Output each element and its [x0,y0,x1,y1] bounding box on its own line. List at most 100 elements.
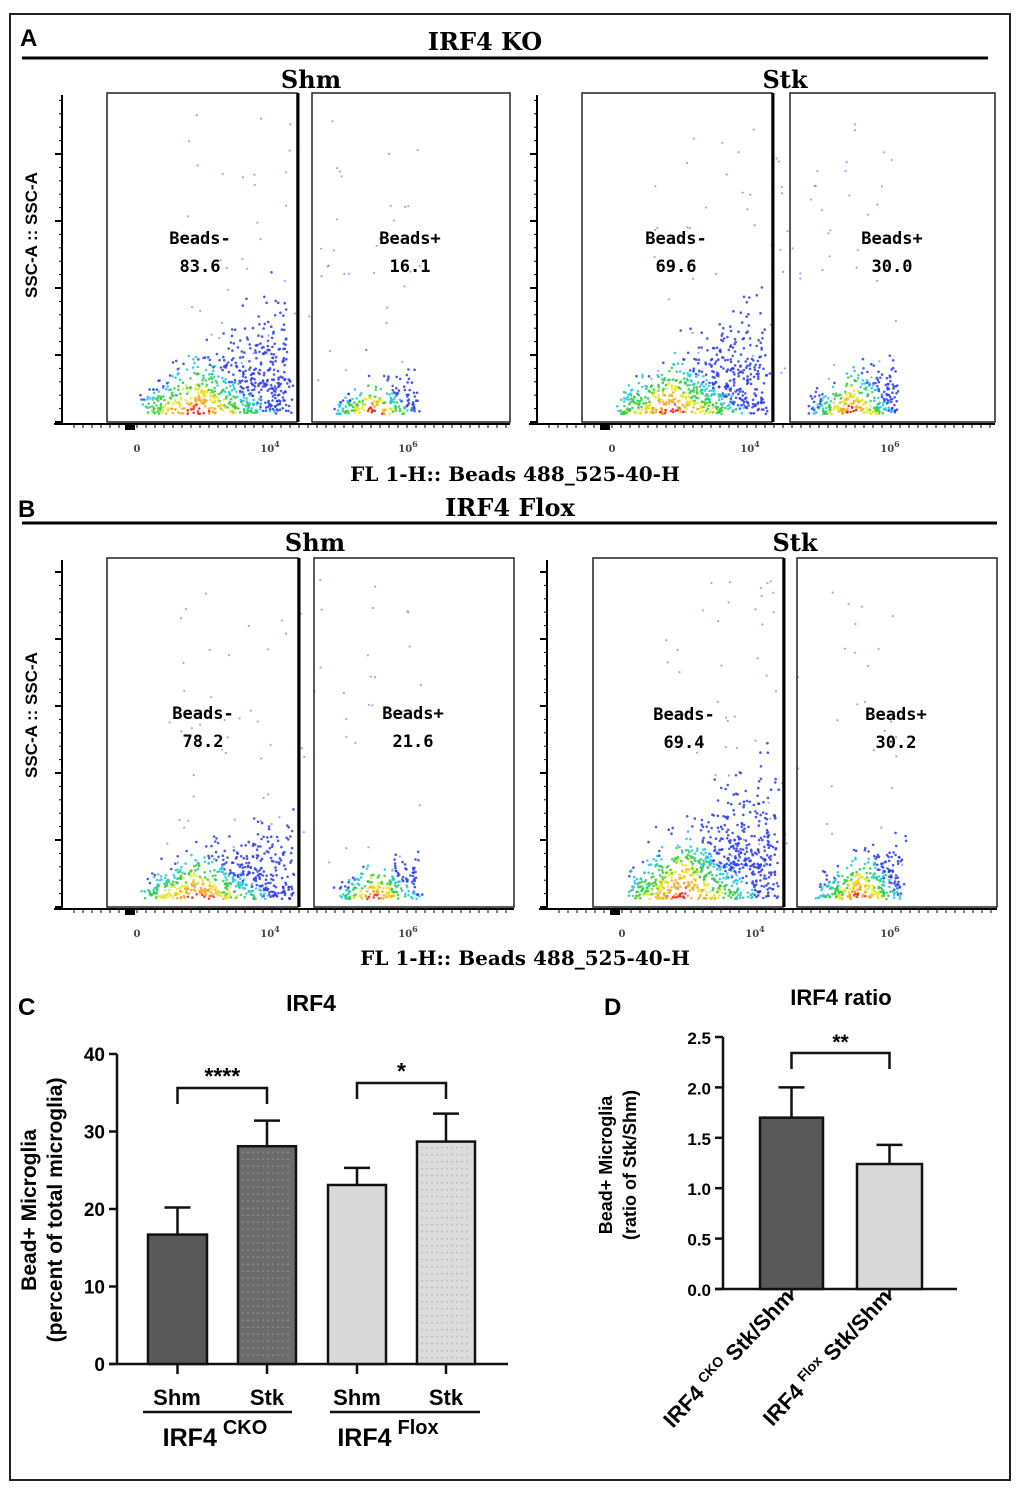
event-dot [820,404,824,407]
event-dot [837,881,840,884]
event-dot [317,379,320,382]
event-dot [742,295,746,299]
event-dot [215,858,218,862]
event-dot [211,874,215,878]
event-dot [748,800,751,804]
event-dot [682,391,685,395]
event-dot [353,388,357,391]
event-dot [841,874,844,878]
event-dot [241,365,245,368]
event-dot [888,851,891,855]
event-dot [812,400,816,404]
event-dot [870,376,873,379]
event-dot [360,887,364,890]
event-dot [820,398,824,402]
event-dot [712,865,715,869]
event-dot [401,412,404,416]
event-dot [152,891,156,894]
event-dot [341,407,345,411]
event-dot [877,396,880,400]
event-dot [274,405,277,409]
event-dot [749,378,752,381]
event-dot [259,402,262,406]
x-tick-base: 0 [619,929,626,940]
event-dot [829,399,833,403]
event-dot [664,408,667,412]
event-dot [276,369,280,373]
event-dot [233,890,237,893]
event-dot [756,794,759,798]
event-dot [680,859,683,863]
event-dot [726,834,730,837]
event-dot [717,398,721,402]
event-dot [799,272,802,275]
event-dot [671,857,674,861]
event-dot [698,875,702,878]
event-dot [702,380,705,384]
event-dot [723,394,726,398]
event-dot [719,872,722,876]
event-dot [368,394,372,397]
event-dot [769,858,772,861]
event-dot [409,874,412,877]
event-dot [223,390,227,394]
event-dot [273,410,276,413]
event-dot [628,408,632,411]
event-dot [183,872,187,875]
event-dot [750,871,754,875]
event-dot [679,408,682,411]
event-dot [385,886,389,890]
y-tick-label: 1.0 [687,1180,711,1199]
event-dot [208,894,211,898]
event-dot [663,894,666,897]
event-dot [742,403,745,406]
event-dot [153,397,157,400]
event-dot [271,356,274,360]
event-dot [897,855,901,859]
event-dot [249,409,253,413]
event-dot [718,839,722,843]
event-dot [233,328,237,332]
group-label: IRF4 Flox [337,1417,438,1452]
event-dot [709,861,713,865]
event-dot [283,347,287,351]
event-dot [721,392,725,395]
event-dot [896,390,900,393]
event-dot [749,193,752,196]
event-dot [246,338,249,341]
event-dot [710,581,713,585]
event-dot [691,331,694,335]
event-dot [226,889,230,892]
event-dot [657,889,660,892]
event-dot [265,850,269,853]
event-dot [270,404,273,407]
event-dot [717,358,721,361]
event-dot [706,349,709,352]
event-dot [864,884,867,888]
event-dot [763,874,766,877]
event-dot [259,408,262,411]
event-dot [752,862,756,866]
event-dot [157,412,161,415]
event-dot [231,861,235,864]
event-dot [234,879,237,882]
event-dot [201,883,205,886]
event-dot [344,885,347,888]
event-dot [762,877,766,880]
event-dot [234,364,238,368]
event-dot [888,374,891,378]
event-dot [212,835,216,838]
event-dot [257,384,260,388]
event-dot [751,852,754,856]
event-dot [729,344,733,347]
event-dot [700,823,704,826]
event-dot [877,885,880,889]
event-dot [244,376,247,379]
event-dot [254,349,257,352]
event-dot [729,329,733,333]
event-dot [693,817,697,820]
event-dot [664,383,668,387]
event-dot [640,888,644,892]
event-dot [742,823,746,827]
event-dot [889,874,893,877]
